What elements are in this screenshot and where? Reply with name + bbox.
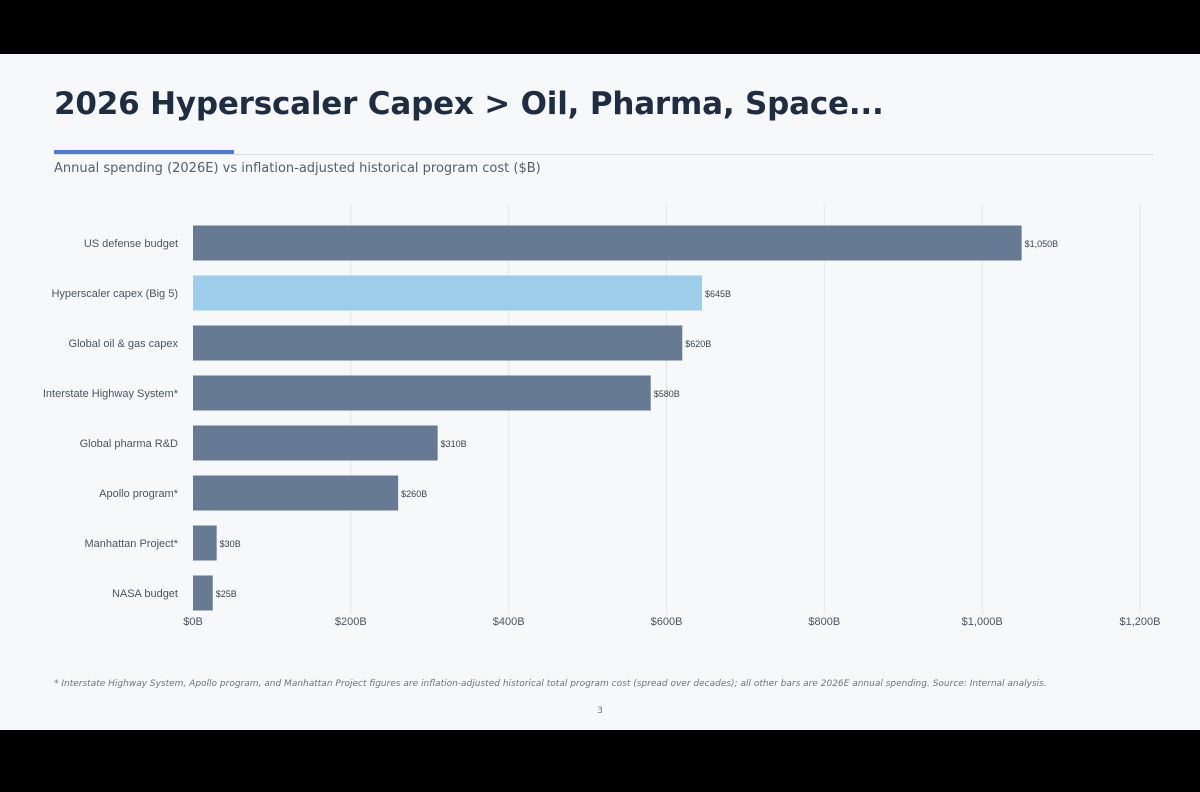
x-tick-label: $0B: [183, 616, 203, 628]
category-label: Hyperscaler capex (Big 5): [51, 288, 178, 300]
category-label: Global pharma R&D: [80, 438, 178, 450]
slide-title: 2026 Hyperscaler Capex > Oil, Pharma, Sp…: [54, 86, 884, 122]
bar: [193, 325, 683, 361]
category-label: Apollo program*: [99, 488, 179, 500]
x-tick-label: $200B: [335, 616, 367, 628]
data-label: $310B: [441, 439, 467, 449]
title-accent-bar: [54, 150, 234, 154]
data-label: $1,050B: [1025, 239, 1059, 249]
bar: [193, 475, 399, 511]
x-tick-label: $400B: [493, 616, 525, 628]
slide: 2026 Hyperscaler Capex > Oil, Pharma, Sp…: [0, 54, 1200, 730]
x-tick-label: $1,200B: [1120, 616, 1161, 628]
x-tick-label: $800B: [808, 616, 840, 628]
data-label: $645B: [705, 289, 731, 299]
chart-footnote: * Interstate Highway System, Apollo prog…: [54, 679, 1047, 689]
data-label: $30B: [220, 539, 241, 549]
bar: [193, 375, 651, 411]
data-label: $620B: [685, 339, 711, 349]
data-label: $580B: [654, 389, 680, 399]
bar: [193, 525, 217, 561]
bar-chart-svg: US defense budget $1,050B Hyperscaler cape…: [43, 204, 1161, 628]
category-label: NASA budget: [112, 588, 178, 600]
bar-chart: US defense budget $1,050B Hyperscaler cape…: [0, 204, 1200, 644]
category-label: Manhattan Project*: [84, 538, 178, 550]
bar: [193, 225, 1022, 261]
chart-subtitle: Annual spending (2026E) vs inflation-adj…: [54, 161, 541, 176]
data-label: $25B: [216, 589, 237, 599]
bar: [193, 275, 703, 311]
x-tick-label: $600B: [651, 616, 683, 628]
category-label: Interstate Highway System*: [43, 388, 179, 400]
bar: [193, 575, 213, 611]
x-tick-label: $1,000B: [962, 616, 1003, 628]
header-divider: [54, 154, 1154, 155]
category-label: Global oil & gas capex: [69, 338, 179, 350]
page-number: 3: [597, 706, 603, 716]
data-label: $260B: [401, 489, 427, 499]
category-label: US defense budget: [84, 238, 178, 250]
bar: [193, 425, 438, 461]
